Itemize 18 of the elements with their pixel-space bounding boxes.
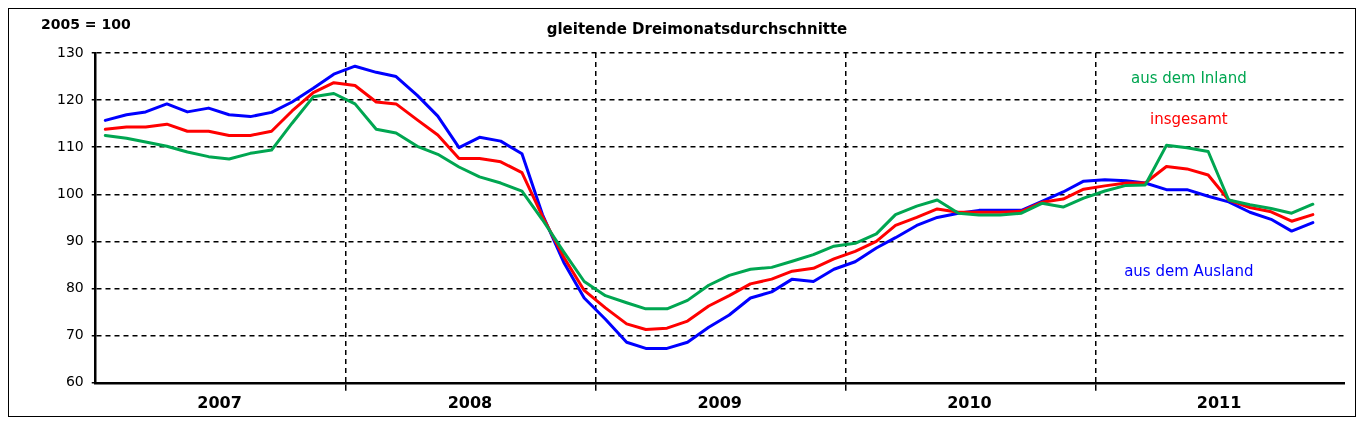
y-tick-label: 60 xyxy=(65,373,84,390)
x-tick-label: 2008 xyxy=(447,392,493,412)
y-tick-label: 90 xyxy=(65,232,84,249)
y-tick-label: 120 xyxy=(56,90,84,107)
y-tick-label: 80 xyxy=(65,279,84,296)
x-tick-label: 2007 xyxy=(197,392,242,412)
y-tick-label: 100 xyxy=(56,184,84,201)
x-tick-label: 2009 xyxy=(697,392,742,412)
x-tick-label: 2011 xyxy=(1196,392,1242,412)
text: insgesamt xyxy=(1149,110,1228,129)
y-tick-label: 110 xyxy=(56,137,84,154)
text: aus dem Ausland xyxy=(1124,262,1254,281)
y-axis-title: 2005 = 100 xyxy=(41,15,131,32)
y-tick-label: 130 xyxy=(56,43,84,60)
x-tick-label: 2010 xyxy=(947,392,992,412)
y-tick-label: 70 xyxy=(65,326,84,343)
text: aus dem Inland xyxy=(1130,69,1247,88)
chart-title: gleitende Dreimonatsdurchschnitte xyxy=(546,19,848,38)
